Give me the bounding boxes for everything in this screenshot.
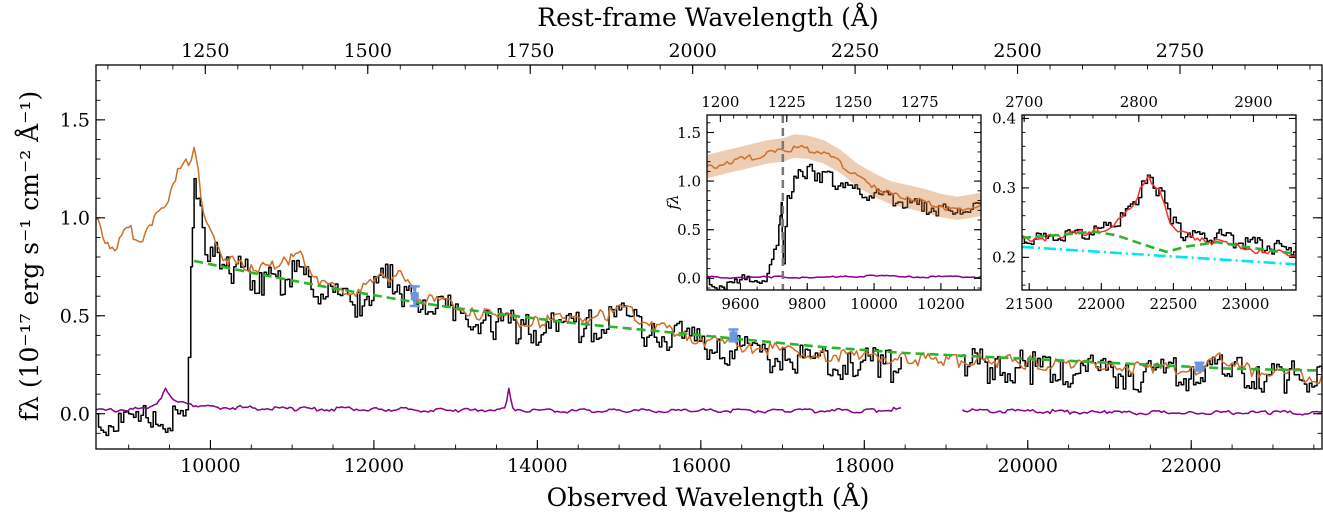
y-tick-label: 1.5: [60, 110, 90, 132]
x-tick-label: 12000: [344, 455, 404, 477]
top-tick-label: 1200: [701, 93, 739, 111]
series-line-2: [707, 274, 981, 280]
x-tick-label: 14000: [507, 455, 567, 477]
top-tick-label: 2500: [993, 40, 1041, 62]
y-tick-label: 1.0: [60, 207, 90, 229]
top-tick-label: 1250: [834, 93, 872, 111]
series-band-1: [707, 134, 981, 220]
plot-area: [1022, 115, 1296, 290]
series-group: [707, 115, 981, 290]
y-tick-label: 0.5: [677, 221, 701, 239]
plot-frame: [706, 114, 982, 291]
top-tick-label: 2700: [1005, 93, 1043, 111]
series-line-3: [96, 387, 1322, 416]
top-tick-label: 1500: [344, 40, 392, 62]
top-tick-label: 2800: [1120, 93, 1158, 111]
x-tick-label: 22500: [1150, 295, 1198, 313]
plot-area: [707, 115, 981, 290]
series-group: [96, 146, 1322, 437]
series-group: [1022, 174, 1296, 266]
top-tick-label: 2250: [831, 40, 879, 62]
series-line-0: [1022, 174, 1296, 256]
y-tick-label: 1.5: [677, 124, 701, 142]
top-tick-label: 2000: [668, 40, 716, 62]
y-tick-label: 0.4: [992, 110, 1016, 128]
x-tick-label: 21500: [1005, 295, 1053, 313]
top-x-axis-label: Rest-frame Wavelength (Å): [537, 2, 878, 32]
series-line-3: [1022, 245, 1296, 266]
series-line-1: [707, 144, 981, 212]
y-tick-label: 0.3: [992, 179, 1016, 197]
photometry-point: [410, 292, 419, 301]
x-tick-label: 22000: [1077, 295, 1125, 313]
x-axis-label: Observed Wavelength (Å): [547, 482, 870, 512]
photometry-point: [1195, 362, 1204, 371]
series-line-1: [96, 146, 1322, 384]
y-axis-label: fλ (10⁻¹⁷ erg s⁻¹ cm⁻² Å⁻¹): [14, 91, 44, 421]
series-line-0: [707, 163, 981, 290]
top-tick-label: 1250: [181, 40, 229, 62]
x-tick-label: 23000: [1222, 295, 1270, 313]
top-tick-label: 1225: [768, 93, 806, 111]
x-tick-label: 18000: [834, 455, 894, 477]
top-tick-label: 1275: [901, 93, 939, 111]
y-tick-label: 0.0: [60, 403, 90, 425]
x-tick-label: 22000: [1161, 455, 1221, 477]
top-tick-label: 2750: [1156, 40, 1204, 62]
x-tick-label: 9600: [721, 295, 759, 313]
photometry-point: [729, 331, 738, 340]
x-tick-label: 10200: [917, 295, 965, 313]
x-tick-label: 16000: [671, 455, 731, 477]
inset-y-axis-label: fλ: [664, 194, 682, 210]
y-tick-label: 0.2: [992, 249, 1016, 267]
plot-frame: [1021, 114, 1297, 291]
y-tick-label: 0.5: [60, 305, 90, 327]
series-line-2: [1022, 230, 1296, 256]
y-tick-label: 1.0: [677, 172, 701, 190]
top-tick-label: 1750: [506, 40, 554, 62]
x-tick-label: 9800: [788, 295, 826, 313]
x-tick-label: 10000: [180, 455, 240, 477]
top-tick-label: 2900: [1234, 93, 1272, 111]
y-tick-label: 0.0: [677, 270, 701, 288]
series-line-0: [96, 177, 1322, 437]
series-line-2: [193, 259, 1322, 372]
x-tick-label: 20000: [998, 455, 1058, 477]
x-tick-label: 10000: [850, 295, 898, 313]
